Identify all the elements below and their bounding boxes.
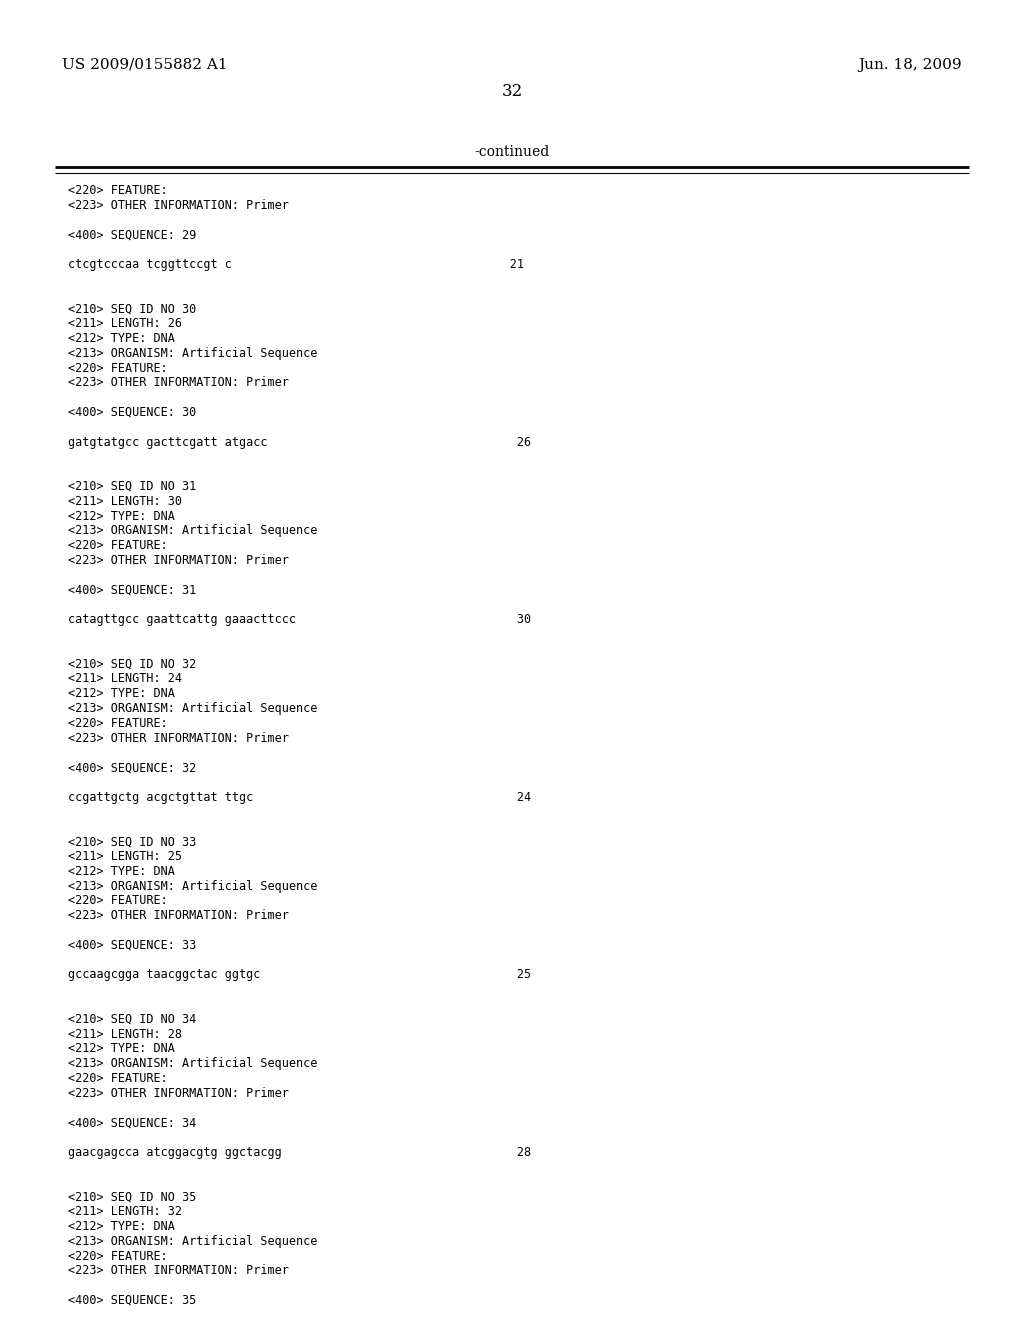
Text: gaacgagcca atcggacgtg ggctacgg                                 28: gaacgagcca atcggacgtg ggctacgg 28 — [68, 1146, 531, 1159]
Text: <213> ORGANISM: Artificial Sequence: <213> ORGANISM: Artificial Sequence — [68, 879, 317, 892]
Text: <213> ORGANISM: Artificial Sequence: <213> ORGANISM: Artificial Sequence — [68, 1234, 317, 1247]
Text: <212> TYPE: DNA: <212> TYPE: DNA — [68, 688, 175, 700]
Text: <211> LENGTH: 28: <211> LENGTH: 28 — [68, 1027, 182, 1040]
Text: <210> SEQ ID NO 30: <210> SEQ ID NO 30 — [68, 302, 197, 315]
Text: gccaagcgga taacggctac ggtgc                                    25: gccaagcgga taacggctac ggtgc 25 — [68, 969, 531, 981]
Text: <212> TYPE: DNA: <212> TYPE: DNA — [68, 1220, 175, 1233]
Text: Jun. 18, 2009: Jun. 18, 2009 — [858, 58, 962, 73]
Text: <212> TYPE: DNA: <212> TYPE: DNA — [68, 333, 175, 345]
Text: <210> SEQ ID NO 35: <210> SEQ ID NO 35 — [68, 1191, 197, 1204]
Text: <220> FEATURE:: <220> FEATURE: — [68, 362, 168, 375]
Text: <400> SEQUENCE: 35: <400> SEQUENCE: 35 — [68, 1294, 197, 1307]
Text: <223> OTHER INFORMATION: Primer: <223> OTHER INFORMATION: Primer — [68, 1086, 289, 1100]
Text: <400> SEQUENCE: 31: <400> SEQUENCE: 31 — [68, 583, 197, 597]
Text: <210> SEQ ID NO 32: <210> SEQ ID NO 32 — [68, 657, 197, 671]
Text: <223> OTHER INFORMATION: Primer: <223> OTHER INFORMATION: Primer — [68, 376, 289, 389]
Text: ccgattgctg acgctgttat ttgc                                     24: ccgattgctg acgctgttat ttgc 24 — [68, 791, 531, 804]
Text: <213> ORGANISM: Artificial Sequence: <213> ORGANISM: Artificial Sequence — [68, 347, 317, 360]
Text: 32: 32 — [502, 83, 522, 100]
Text: <220> FEATURE:: <220> FEATURE: — [68, 539, 168, 552]
Text: <220> FEATURE:: <220> FEATURE: — [68, 1250, 168, 1263]
Text: <223> OTHER INFORMATION: Primer: <223> OTHER INFORMATION: Primer — [68, 554, 289, 568]
Text: <212> TYPE: DNA: <212> TYPE: DNA — [68, 510, 175, 523]
Text: <220> FEATURE:: <220> FEATURE: — [68, 895, 168, 907]
Text: US 2009/0155882 A1: US 2009/0155882 A1 — [62, 58, 227, 73]
Text: <400> SEQUENCE: 29: <400> SEQUENCE: 29 — [68, 228, 197, 242]
Text: <211> LENGTH: 30: <211> LENGTH: 30 — [68, 495, 182, 508]
Text: <211> LENGTH: 26: <211> LENGTH: 26 — [68, 317, 182, 330]
Text: <213> ORGANISM: Artificial Sequence: <213> ORGANISM: Artificial Sequence — [68, 702, 317, 715]
Text: <400> SEQUENCE: 34: <400> SEQUENCE: 34 — [68, 1117, 197, 1130]
Text: <210> SEQ ID NO 33: <210> SEQ ID NO 33 — [68, 836, 197, 849]
Text: <400> SEQUENCE: 30: <400> SEQUENCE: 30 — [68, 407, 197, 418]
Text: <211> LENGTH: 25: <211> LENGTH: 25 — [68, 850, 182, 863]
Text: <213> ORGANISM: Artificial Sequence: <213> ORGANISM: Artificial Sequence — [68, 524, 317, 537]
Text: <210> SEQ ID NO 31: <210> SEQ ID NO 31 — [68, 480, 197, 492]
Text: <220> FEATURE:: <220> FEATURE: — [68, 717, 168, 730]
Text: <400> SEQUENCE: 33: <400> SEQUENCE: 33 — [68, 939, 197, 952]
Text: -continued: -continued — [474, 145, 550, 158]
Text: <211> LENGTH: 24: <211> LENGTH: 24 — [68, 672, 182, 685]
Text: catagttgcc gaattcattg gaaacttccc                               30: catagttgcc gaattcattg gaaacttccc 30 — [68, 614, 531, 626]
Text: <211> LENGTH: 32: <211> LENGTH: 32 — [68, 1205, 182, 1218]
Text: gatgtatgcc gacttcgatt atgacc                                   26: gatgtatgcc gacttcgatt atgacc 26 — [68, 436, 531, 449]
Text: <210> SEQ ID NO 34: <210> SEQ ID NO 34 — [68, 1012, 197, 1026]
Text: <212> TYPE: DNA: <212> TYPE: DNA — [68, 1043, 175, 1056]
Text: <400> SEQUENCE: 32: <400> SEQUENCE: 32 — [68, 762, 197, 775]
Text: <223> OTHER INFORMATION: Primer: <223> OTHER INFORMATION: Primer — [68, 909, 289, 923]
Text: <212> TYPE: DNA: <212> TYPE: DNA — [68, 865, 175, 878]
Text: <220> FEATURE:: <220> FEATURE: — [68, 1072, 168, 1085]
Text: ctcgtcccaa tcggttccgt c                                       21: ctcgtcccaa tcggttccgt c 21 — [68, 257, 524, 271]
Text: <223> OTHER INFORMATION: Primer: <223> OTHER INFORMATION: Primer — [68, 199, 289, 211]
Text: <220> FEATURE:: <220> FEATURE: — [68, 183, 168, 197]
Text: <213> ORGANISM: Artificial Sequence: <213> ORGANISM: Artificial Sequence — [68, 1057, 317, 1071]
Text: <223> OTHER INFORMATION: Primer: <223> OTHER INFORMATION: Primer — [68, 731, 289, 744]
Text: <223> OTHER INFORMATION: Primer: <223> OTHER INFORMATION: Primer — [68, 1265, 289, 1278]
